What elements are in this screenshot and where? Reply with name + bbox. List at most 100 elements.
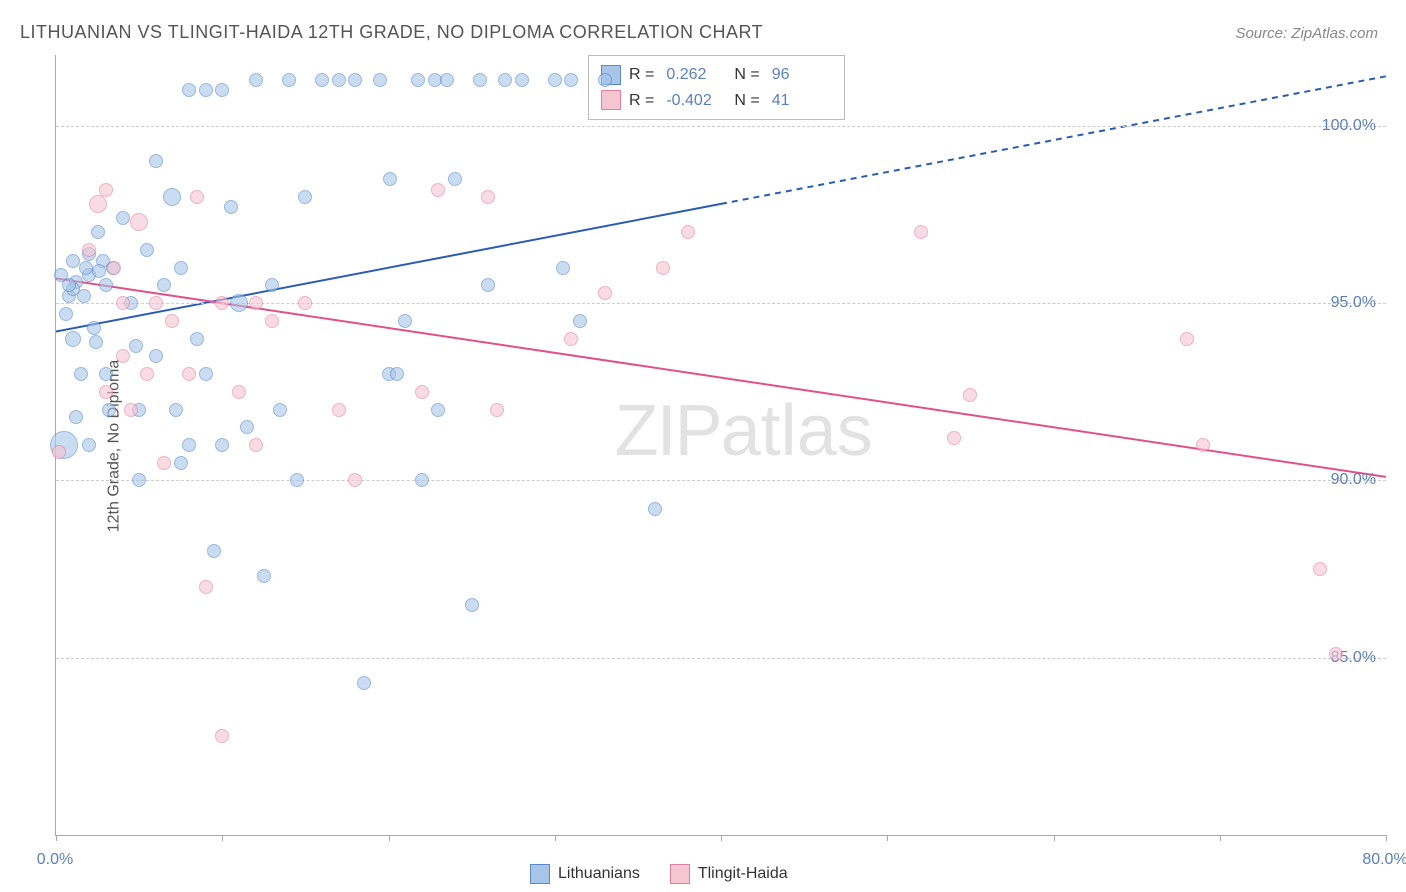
legend-stats-row: R =-0.402N =41 (601, 88, 832, 114)
x-tick-label: 80.0% (1362, 851, 1406, 869)
scatter-point (89, 195, 107, 213)
scatter-point (290, 473, 304, 487)
scatter-point (62, 278, 76, 292)
scatter-point (52, 445, 66, 459)
legend-n-label: N = (734, 88, 759, 114)
scatter-point (149, 154, 163, 168)
scatter-point (182, 438, 196, 452)
scatter-point (681, 225, 695, 239)
scatter-point (914, 225, 928, 239)
scatter-point (265, 278, 279, 292)
scatter-point (215, 296, 229, 310)
scatter-point (215, 438, 229, 452)
scatter-point (65, 331, 81, 347)
scatter-point (116, 211, 130, 225)
scatter-point (1329, 647, 1343, 661)
scatter-point (102, 403, 116, 417)
scatter-point (481, 278, 495, 292)
scatter-point (498, 73, 512, 87)
scatter-point (99, 278, 113, 292)
grid-line (56, 658, 1386, 659)
scatter-point (963, 388, 977, 402)
scatter-point (163, 188, 181, 206)
x-tick (1220, 835, 1221, 841)
scatter-point (99, 385, 113, 399)
scatter-point (190, 332, 204, 346)
scatter-point (481, 190, 495, 204)
scatter-point (440, 73, 454, 87)
source-label: Source: ZipAtlas.com (1235, 25, 1378, 42)
scatter-point (556, 261, 570, 275)
scatter-point (230, 294, 248, 312)
scatter-point (140, 243, 154, 257)
scatter-point (124, 403, 138, 417)
scatter-point (240, 420, 254, 434)
scatter-point (79, 261, 93, 275)
legend-swatch (670, 864, 690, 884)
scatter-point (182, 367, 196, 381)
y-tick-label: 100.0% (1322, 117, 1376, 135)
scatter-point (257, 569, 271, 583)
scatter-point (1313, 562, 1327, 576)
legend-n-value: 96 (772, 62, 832, 88)
scatter-point (169, 403, 183, 417)
scatter-point (448, 172, 462, 186)
scatter-point (149, 349, 163, 363)
scatter-point (182, 83, 196, 97)
watermark: ZIPatlas (615, 390, 873, 472)
x-tick (1386, 835, 1387, 841)
legend-series-name: Tlingit-Haida (698, 865, 788, 883)
scatter-point (107, 261, 121, 275)
scatter-point (116, 349, 130, 363)
x-tick (721, 835, 722, 841)
legend-r-value: -0.402 (666, 88, 726, 114)
scatter-point (215, 83, 229, 97)
legend-r-label: R = (629, 88, 654, 114)
scatter-point (490, 403, 504, 417)
y-tick-label: 95.0% (1331, 294, 1376, 312)
scatter-point (415, 473, 429, 487)
watermark-atlas: atlas (721, 391, 873, 471)
legend-item: Lithuanians (530, 864, 640, 884)
scatter-point (273, 403, 287, 417)
legend-bottom: Lithuanians Tlingit-Haida (530, 864, 788, 884)
scatter-point (157, 456, 171, 470)
scatter-point (548, 73, 562, 87)
scatter-point (332, 73, 346, 87)
scatter-point (348, 73, 362, 87)
scatter-point (656, 261, 670, 275)
scatter-point (69, 410, 83, 424)
scatter-point (91, 225, 105, 239)
scatter-point (298, 296, 312, 310)
plot-area: ZIPatlas R =0.262N =96R =-0.402N =41 85.… (55, 55, 1386, 836)
legend-r-label: R = (629, 62, 654, 88)
scatter-point (77, 289, 91, 303)
x-tick (887, 835, 888, 841)
scatter-point (398, 314, 412, 328)
scatter-point (298, 190, 312, 204)
scatter-point (947, 431, 961, 445)
scatter-point (648, 502, 662, 516)
scatter-point (564, 73, 578, 87)
scatter-point (199, 367, 213, 381)
scatter-point (249, 296, 263, 310)
scatter-point (249, 73, 263, 87)
x-tick (555, 835, 556, 841)
scatter-point (92, 264, 106, 278)
legend-r-value: 0.262 (666, 62, 726, 88)
scatter-point (373, 73, 387, 87)
scatter-point (357, 676, 371, 690)
scatter-point (149, 296, 163, 310)
scatter-point (190, 190, 204, 204)
scatter-point (157, 278, 171, 292)
scatter-point (174, 261, 188, 275)
scatter-point (66, 254, 80, 268)
legend-swatch (530, 864, 550, 884)
scatter-point (199, 83, 213, 97)
scatter-point (332, 403, 346, 417)
scatter-point (265, 314, 279, 328)
scatter-point (249, 438, 263, 452)
scatter-point (315, 73, 329, 87)
scatter-point (465, 598, 479, 612)
scatter-point (87, 321, 101, 335)
